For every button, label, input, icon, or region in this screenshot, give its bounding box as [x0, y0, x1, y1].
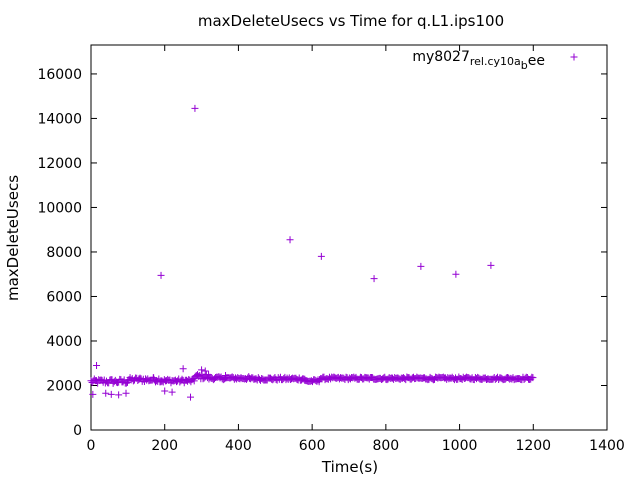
data-point [452, 270, 460, 278]
data-point [191, 104, 199, 112]
y-axis: 0 2000 4000 6000 8000 10000 12000 14000 16000 [37, 67, 607, 439]
data-point [286, 236, 294, 244]
legend-label: my8027rel.cy10abee [412, 49, 545, 72]
x-tick-label: 1000 [442, 438, 478, 454]
y-tick-label: 8000 [46, 245, 82, 261]
x-tick-label: 1200 [515, 438, 551, 454]
x-tick-label: 600 [299, 438, 326, 454]
plot-frame [90, 44, 608, 431]
data-point [417, 262, 425, 270]
data-point [107, 390, 115, 398]
legend: my8027rel.cy10abee [412, 49, 578, 72]
data-point [115, 391, 123, 399]
y-tick-label: 14000 [37, 111, 82, 127]
x-axis: 0 200 400 600 800 1000 1200 1400 [87, 45, 625, 454]
x-tick-label: 800 [372, 438, 399, 454]
data-points [87, 104, 537, 401]
data-point [187, 393, 195, 401]
data-point [161, 387, 169, 395]
x-tick-label: 400 [225, 438, 252, 454]
data-point [157, 271, 165, 279]
y-tick-label: 4000 [46, 334, 82, 350]
y-axis-label: maxDeleteUsecs [4, 175, 22, 301]
y-tick-label: 6000 [46, 289, 82, 305]
data-point [122, 389, 130, 397]
data-point [168, 388, 176, 396]
data-point [89, 390, 97, 398]
x-tick-label: 0 [87, 438, 96, 454]
data-point [93, 361, 101, 369]
y-tick-label: 10000 [37, 200, 82, 216]
legend-marker-plus [570, 53, 578, 61]
data-point [529, 374, 537, 382]
y-tick-label: 16000 [37, 67, 82, 83]
chart-title: maxDeleteUsecs vs Time for q.L1.ips100 [198, 12, 504, 30]
data-point [370, 275, 378, 283]
data-point [178, 375, 186, 383]
x-tick-label: 1400 [589, 438, 625, 454]
x-axis-label: Time(s) [321, 458, 378, 476]
y-tick-label: 12000 [37, 156, 82, 172]
data-point [487, 261, 495, 269]
legend-marker [570, 53, 578, 61]
y-tick-label: 2000 [46, 378, 82, 394]
data-point [317, 252, 325, 260]
x-tick-label: 200 [151, 438, 178, 454]
y-tick-label: 0 [73, 423, 82, 439]
data-point [102, 389, 110, 397]
data-point [179, 365, 187, 373]
